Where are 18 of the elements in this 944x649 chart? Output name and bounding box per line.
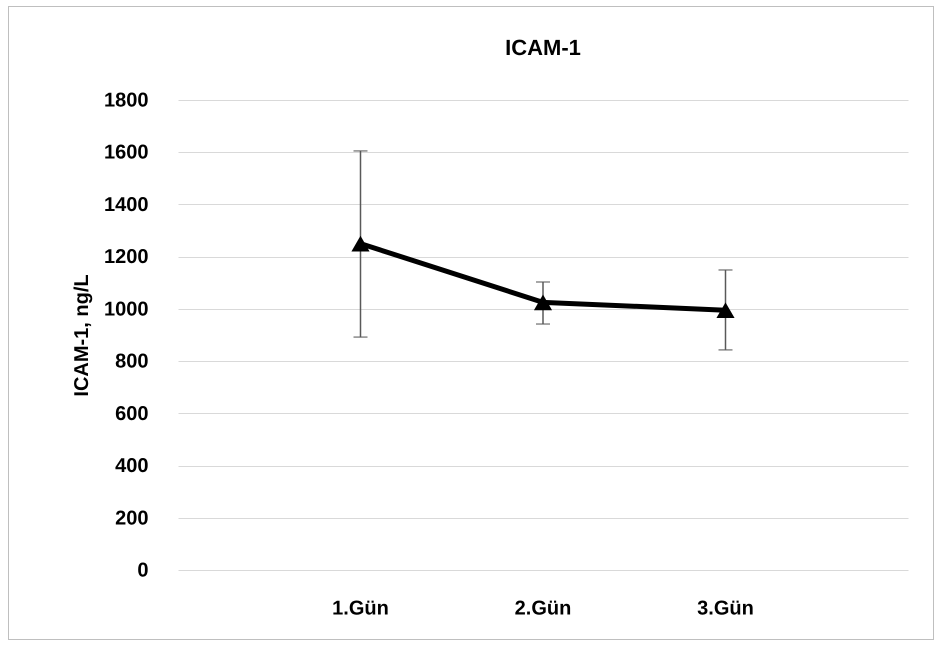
x-tick-label: 2.Gün: [514, 598, 572, 620]
y-tick-label: 200: [115, 507, 148, 530]
point: [534, 294, 552, 310]
y-tick-label: 0: [137, 560, 148, 582]
y-tick-label: 600: [115, 402, 148, 425]
point: [716, 302, 735, 318]
y-tick-label: 1600: [104, 142, 148, 164]
x-tick-label: 3.Gün: [697, 598, 754, 620]
y-tick-label: 400: [115, 455, 148, 478]
point: [351, 236, 370, 252]
y-tick-label: 1000: [104, 298, 148, 320]
y-axis-title: ICAM-1, ng/L: [71, 274, 94, 397]
chart-title: ICAM-1: [505, 35, 581, 60]
y-tick-label: 1200: [104, 246, 148, 268]
y-tick-label: 800: [115, 350, 148, 373]
x-tick-label: 1.Gün: [332, 598, 389, 620]
y-tick-label: 1800: [104, 90, 148, 112]
y-tick-label: 1400: [104, 194, 148, 216]
